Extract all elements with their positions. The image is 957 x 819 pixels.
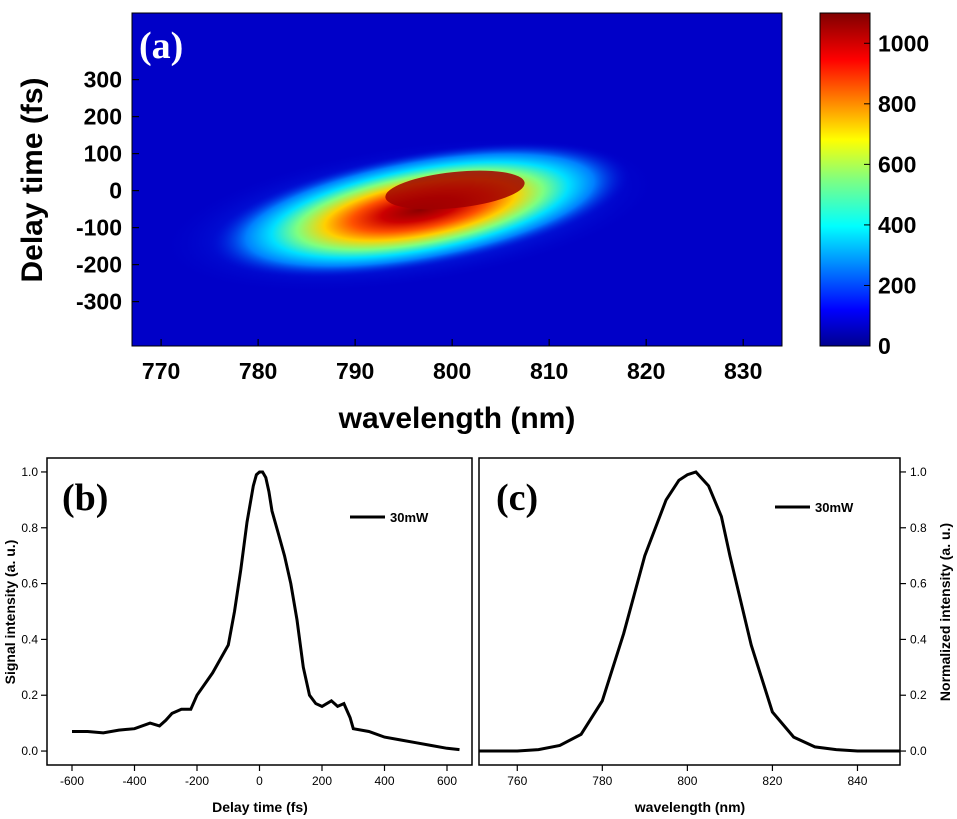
heatmap-y-tick-label: -200 (76, 252, 122, 278)
y-tick-label: 1.0 (21, 465, 38, 479)
x-tick-label: 820 (762, 774, 782, 788)
heatmap-frame (131, 12, 783, 347)
panel-c-series-30mw-line (479, 470, 900, 753)
panel-c-frame (478, 457, 901, 766)
panel-b-frame (46, 457, 473, 766)
heatmap-x-tick-label: 790 (336, 358, 374, 384)
colorbar-tick-label: 0 (878, 333, 891, 359)
heatmap-x-tick-label: 820 (627, 358, 665, 384)
x-tick-label: 780 (592, 774, 612, 788)
x-tick-label: 800 (677, 774, 697, 788)
panel-label-a: (a) (139, 25, 183, 67)
heatmap-y-tick-label: -300 (76, 289, 122, 315)
y-tick-label: 0.0 (21, 744, 38, 758)
colorbar-tick-label: 1000 (878, 30, 929, 56)
panel-c-ticks: 760 780 800 820 840 0.0 0.2 0.4 0.6 0.8 1.0 (507, 465, 927, 788)
x-tick-label: 0 (256, 774, 263, 788)
panel-b-x-label: Delay time (fs) (212, 799, 308, 815)
heatmap-x-tick-label: 770 (142, 358, 180, 384)
heatmap-y-tick-label: 100 (84, 141, 122, 167)
panel-b: -600 -400 -200 0 200 400 600 0.0 0.2 0.4 0.6 0.8 1.0… (2, 457, 473, 815)
x-tick-label: 600 (437, 774, 457, 788)
panel-c: 760 780 800 820 840 0.0 0.2 0.4 0.6 0.8 1.0 (c) 30… (478, 457, 953, 815)
heatmap-x-tick-label: 780 (239, 358, 277, 384)
heatmap-x-tick-label: 810 (530, 358, 568, 384)
heatmap-y-tick-label: 300 (84, 67, 122, 93)
panel-b-series-30mw-line (72, 470, 460, 752)
y-tick-label: 0.2 (910, 688, 927, 702)
heatmap-y-ticks: 300 200 100 0 -100 -200 -300 (76, 67, 139, 315)
y-tick-label: 0.6 (910, 577, 927, 591)
heatmap-y-tick-label: 0 (109, 178, 122, 204)
heatmap-x-tick-label: 830 (724, 358, 762, 384)
y-tick-label: 0.4 (910, 632, 927, 646)
x-tick-label: 200 (312, 774, 332, 788)
y-tick-label: 0.2 (21, 688, 38, 702)
panel-b-ticks: -600 -400 -200 0 200 400 600 0.0 0.2 0.4 0.6 0.8 1.0 (21, 465, 457, 788)
y-tick-label: 1.0 (910, 465, 927, 479)
heatmap-y-tick-label: -100 (76, 215, 122, 241)
x-tick-label: 760 (507, 774, 527, 788)
y-tick-label: 0.6 (21, 577, 38, 591)
colorbar-tick-label: 800 (878, 91, 916, 117)
y-tick-label: 0.8 (910, 521, 927, 535)
y-tick-label: 0.8 (21, 521, 38, 535)
colorbar (819, 12, 871, 347)
panel-label-b: (b) (62, 477, 108, 519)
heatmap-x-label: wavelength (nm) (338, 402, 576, 435)
heatmap-core (385, 170, 525, 210)
x-tick-label: -600 (60, 774, 84, 788)
colorbar-tick-label: 600 (878, 151, 916, 177)
x-tick-label: -200 (185, 774, 209, 788)
panel-b-legend-label: 30mW (390, 510, 429, 525)
y-tick-label: 0.0 (910, 744, 927, 758)
colorbar-tick-label: 200 (878, 272, 916, 298)
panel-c-x-label: wavelength (nm) (634, 799, 745, 815)
heatmap-x-tick-label: 800 (433, 358, 471, 384)
colorbar-ticks: 1000 800 600 400 200 0 (864, 30, 929, 359)
panel-b-y-label: Signal intensity (a. u.) (2, 540, 18, 685)
heatmap-y-tick-label: 200 (84, 104, 122, 130)
y-tick-label: 0.4 (21, 632, 38, 646)
colorbar-tick-label: 400 (878, 212, 916, 238)
panel-a: 770 780 790 800 810 820 830 3002001000-100-200… (16, 12, 929, 435)
heatmap-x-ticks: 770 780 790 800 810 820 830 (142, 339, 762, 384)
x-tick-label: -400 (122, 774, 146, 788)
panel-c-y-label: Normalized intensity (a. u.) (937, 523, 953, 701)
panel-c-legend-label: 30mW (815, 500, 854, 515)
x-tick-label: 840 (847, 774, 867, 788)
heatmap-y-label: Delay time (fs) (16, 77, 49, 282)
heatmap-body (208, 141, 632, 279)
panel-label-c: (c) (496, 477, 538, 519)
x-tick-label: 400 (374, 774, 394, 788)
